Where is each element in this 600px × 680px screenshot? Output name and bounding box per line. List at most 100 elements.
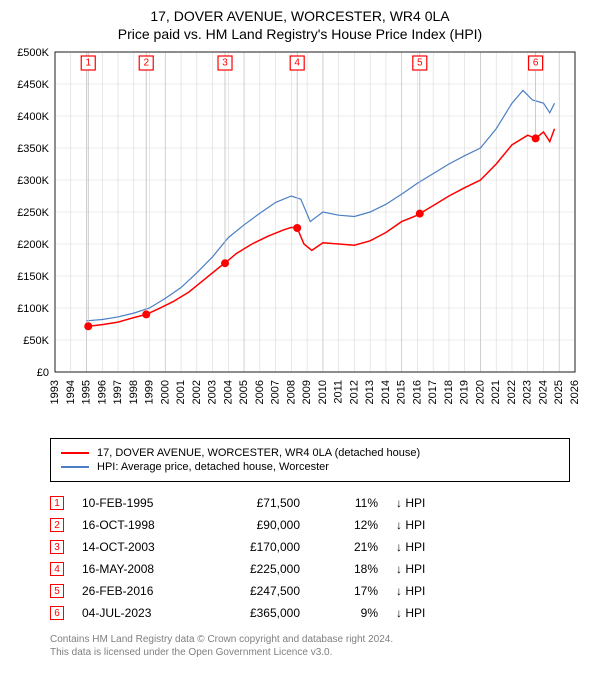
svg-text:£500K: £500K: [17, 47, 49, 59]
sale-pct: 9%: [318, 606, 378, 620]
footer-attribution: Contains HM Land Registry data © Crown c…: [50, 634, 570, 659]
legend-item: 17, DOVER AVENUE, WORCESTER, WR4 0LA (de…: [61, 447, 559, 459]
svg-text:£100K: £100K: [17, 303, 49, 315]
svg-text:2026: 2026: [569, 380, 581, 404]
svg-text:2025: 2025: [553, 380, 565, 404]
svg-text:5: 5: [417, 58, 423, 69]
legend-label: 17, DOVER AVENUE, WORCESTER, WR4 0LA (de…: [97, 447, 420, 459]
table-row: 4 16-MAY-2008 £225,000 18% ↓ HPI: [50, 558, 570, 580]
legend: 17, DOVER AVENUE, WORCESTER, WR4 0LA (de…: [50, 438, 570, 482]
footer-line-2: This data is licensed under the Open Gov…: [50, 647, 570, 660]
sales-table: 1 10-FEB-1995 £71,500 11% ↓ HPI 2 16-OCT-1998 £…: [50, 492, 570, 624]
svg-text:2010: 2010: [317, 380, 329, 404]
sale-date: 26-FEB-2016: [82, 584, 192, 598]
svg-text:1994: 1994: [65, 380, 77, 404]
svg-text:2018: 2018: [443, 380, 455, 404]
legend-label: HPI: Average price, detached house, Worc…: [97, 461, 329, 473]
table-row: 1 10-FEB-1995 £71,500 11% ↓ HPI: [50, 492, 570, 514]
svg-text:6: 6: [533, 58, 539, 69]
svg-text:£350K: £350K: [17, 143, 49, 155]
svg-text:£450K: £450K: [17, 79, 49, 91]
page-root: 17, DOVER AVENUE, WORCESTER, WR4 0LA Pri…: [0, 0, 600, 659]
sale-price: £90,000: [210, 518, 300, 532]
sale-marker-icon: 1: [50, 496, 64, 510]
down-arrow-icon: ↓ HPI: [396, 540, 446, 554]
title-subtitle: Price paid vs. HM Land Registry's House …: [0, 26, 600, 42]
svg-text:£300K: £300K: [17, 175, 49, 187]
svg-text:2002: 2002: [191, 380, 203, 404]
svg-text:2016: 2016: [411, 380, 423, 404]
svg-text:1998: 1998: [128, 380, 140, 404]
svg-text:2022: 2022: [506, 380, 518, 404]
svg-text:2012: 2012: [348, 380, 360, 404]
svg-text:2020: 2020: [474, 380, 486, 404]
sale-price: £71,500: [210, 496, 300, 510]
down-arrow-icon: ↓ HPI: [396, 606, 446, 620]
sale-pct: 11%: [318, 496, 378, 510]
svg-text:£400K: £400K: [17, 111, 49, 123]
legend-swatch: [61, 452, 89, 454]
down-arrow-icon: ↓ HPI: [396, 518, 446, 532]
sale-marker-icon: 6: [50, 606, 64, 620]
svg-text:2006: 2006: [254, 380, 266, 404]
sale-marker-icon: 2: [50, 518, 64, 532]
svg-text:2011: 2011: [333, 380, 345, 404]
svg-text:2000: 2000: [159, 380, 171, 404]
svg-text:2004: 2004: [222, 380, 234, 404]
sale-date: 04-JUL-2023: [82, 606, 192, 620]
sale-date: 16-MAY-2008: [82, 562, 192, 576]
svg-text:2001: 2001: [175, 380, 187, 404]
svg-text:2024: 2024: [537, 380, 549, 404]
svg-text:3: 3: [222, 58, 228, 69]
svg-text:2021: 2021: [490, 380, 502, 404]
svg-text:2015: 2015: [396, 380, 408, 404]
svg-text:2009: 2009: [301, 380, 313, 404]
svg-text:2: 2: [143, 58, 149, 69]
svg-text:1999: 1999: [144, 380, 156, 404]
svg-text:£200K: £200K: [17, 239, 49, 251]
sale-date: 16-OCT-1998: [82, 518, 192, 532]
table-row: 5 26-FEB-2016 £247,500 17% ↓ HPI: [50, 580, 570, 602]
sale-marker-icon: 5: [50, 584, 64, 598]
svg-text:2007: 2007: [270, 380, 282, 404]
down-arrow-icon: ↓ HPI: [396, 496, 446, 510]
sale-date: 14-OCT-2003: [82, 540, 192, 554]
svg-text:£0: £0: [37, 367, 49, 379]
sale-pct: 12%: [318, 518, 378, 532]
svg-text:2005: 2005: [238, 380, 250, 404]
chart-area: £0 £50K £100K £150K £200K £250K £300K £350K £400…: [0, 42, 600, 432]
svg-text:2019: 2019: [459, 380, 471, 404]
svg-text:1: 1: [85, 58, 91, 69]
down-arrow-icon: ↓ HPI: [396, 584, 446, 598]
sale-price: £170,000: [210, 540, 300, 554]
down-arrow-icon: ↓ HPI: [396, 562, 446, 576]
svg-text:1995: 1995: [81, 380, 93, 404]
svg-text:2014: 2014: [380, 380, 392, 404]
sale-marker-icon: 4: [50, 562, 64, 576]
svg-text:1993: 1993: [49, 380, 61, 404]
sale-price: £225,000: [210, 562, 300, 576]
sale-marker-icon: 3: [50, 540, 64, 554]
sale-price: £247,500: [210, 584, 300, 598]
table-row: 3 14-OCT-2003 £170,000 21% ↓ HPI: [50, 536, 570, 558]
sale-date: 10-FEB-1995: [82, 496, 192, 510]
svg-text:1996: 1996: [96, 380, 108, 404]
chart-titles: 17, DOVER AVENUE, WORCESTER, WR4 0LA Pri…: [0, 0, 600, 42]
svg-text:2023: 2023: [522, 380, 534, 404]
table-row: 604-JUL-2023£365,0009%↓ HPI: [50, 602, 570, 624]
svg-text:2017: 2017: [427, 380, 439, 404]
sale-pct: 21%: [318, 540, 378, 554]
title-address: 17, DOVER AVENUE, WORCESTER, WR4 0LA: [0, 8, 600, 24]
svg-text:4: 4: [294, 58, 300, 69]
svg-text:£50K: £50K: [23, 335, 49, 347]
svg-text:£150K: £150K: [17, 271, 49, 283]
legend-item: HPI: Average price, detached house, Worc…: [61, 461, 559, 473]
table-row: 2 16-OCT-1998 £90,000 12% ↓ HPI: [50, 514, 570, 536]
legend-swatch: [61, 466, 89, 468]
sale-pct: 17%: [318, 584, 378, 598]
svg-text:£250K: £250K: [17, 207, 49, 219]
sale-pct: 18%: [318, 562, 378, 576]
footer-line-1: Contains HM Land Registry data © Crown c…: [50, 634, 570, 647]
svg-text:1997: 1997: [112, 380, 124, 404]
chart-svg: £0 £50K £100K £150K £200K £250K £300K £350K £400…: [0, 42, 600, 432]
